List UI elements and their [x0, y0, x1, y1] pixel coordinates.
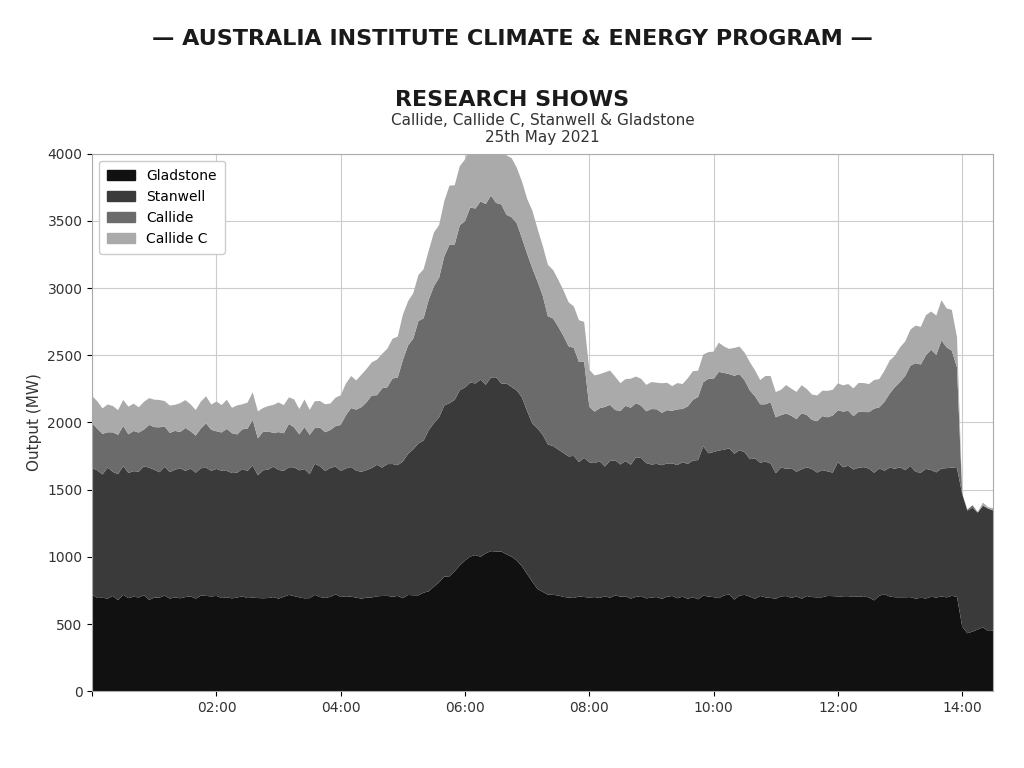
- Title: Callide, Callide C, Stanwell & Gladstone
25th May 2021: Callide, Callide C, Stanwell & Gladstone…: [391, 113, 694, 145]
- Text: RESEARCH SHOWS: RESEARCH SHOWS: [395, 90, 629, 110]
- Legend: Gladstone, Stanwell, Callide, Callide C: Gladstone, Stanwell, Callide, Callide C: [99, 161, 225, 254]
- Text: — AUSTRALIA INSTITUTE CLIMATE & ENERGY PROGRAM —: — AUSTRALIA INSTITUTE CLIMATE & ENERGY P…: [152, 28, 872, 48]
- Y-axis label: Output (MW): Output (MW): [27, 373, 42, 472]
